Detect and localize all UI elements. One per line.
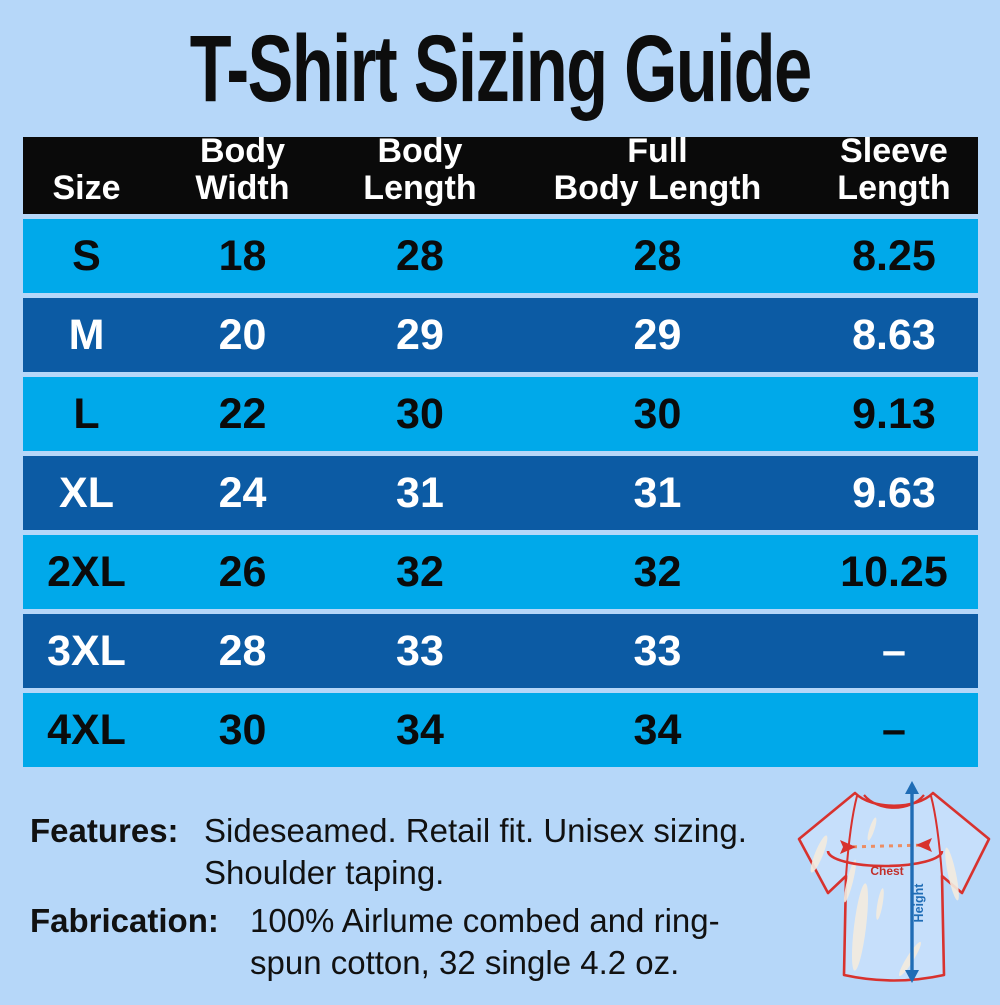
full-body-length-cell: 28 — [633, 231, 682, 280]
header-body-length-line1: Body — [377, 132, 463, 170]
body-length-cell: 32 — [396, 547, 444, 596]
full-body-length-cell: 34 — [633, 705, 682, 754]
table-row-l: L 22 30 30 9.13 — [23, 377, 978, 451]
tshirt-measurement-diagram: Chest Height — [792, 779, 998, 1000]
height-arrow-bottom — [905, 970, 919, 983]
header-body-width-line1: Body — [199, 132, 285, 170]
table-row-3xl: 3XL 28 33 33 – — [23, 614, 978, 688]
body-width-cell: 24 — [218, 468, 267, 517]
header-body-width-line2: Width — [195, 169, 290, 207]
features-label: Features: — [30, 812, 179, 849]
body-width-cell: 20 — [218, 310, 267, 359]
sleeve-length-cell: – — [882, 626, 906, 675]
page-title-wrap: T-Shirt Sizing Guide — [0, 16, 1000, 122]
sleeve-length-cell: 10.25 — [840, 547, 948, 596]
full-body-length-cell: 30 — [633, 389, 682, 438]
table-row-s: S 18 28 28 8.25 — [23, 219, 978, 293]
size-cell: 2XL — [47, 547, 126, 596]
body-length-cell: 30 — [396, 389, 444, 438]
header-sleeve-length-line2: Length — [837, 169, 951, 207]
size-cell: XL — [59, 468, 114, 517]
sleeve-seam-left — [845, 795, 858, 877]
page-title: T-Shirt Sizing Guide — [189, 16, 812, 122]
table-row-xl: XL 24 31 31 9.63 — [23, 456, 978, 530]
table-row-2xl: 2XL 26 32 32 10.25 — [23, 535, 978, 609]
size-cell: 3XL — [47, 626, 126, 675]
header-body-length: Body Length — [335, 133, 505, 214]
features-text: Sideseamed. Retail fit. Unisex sizing. S… — [204, 810, 747, 894]
header-full-body-length-line2: Body Length — [553, 169, 762, 207]
fabrication-line2: spun cotton, 32 single 4.2 oz. — [250, 944, 680, 981]
header-sleeve-length: Sleeve Length — [810, 133, 978, 214]
chest-arrow-left — [840, 840, 856, 854]
header-body-length-line2: Length — [363, 169, 477, 207]
features-line1: Sideseamed. Retail fit. Unisex sizing. — [204, 812, 747, 849]
features-line2: Shoulder taping. — [204, 854, 445, 891]
sleeve-seam-right — [930, 795, 943, 877]
header-size: Size — [23, 137, 150, 214]
body-length-cell: 29 — [396, 310, 444, 359]
sleeve-length-cell: 9.63 — [852, 468, 936, 517]
header-sleeve-length-line1: Sleeve — [840, 132, 948, 170]
size-cell: 4XL — [47, 705, 126, 754]
size-table: Size Body Width Body Length Full Body Le… — [23, 133, 978, 767]
chest-arc-solid — [826, 850, 944, 868]
chest-label: Chest — [870, 864, 903, 878]
full-body-length-cell: 32 — [633, 547, 682, 596]
body-length-cell: 28 — [396, 231, 444, 280]
fabrication-label: Fabrication: — [30, 902, 219, 939]
table-row-m: M 20 29 29 8.63 — [23, 298, 978, 372]
body-width-cell: 28 — [218, 626, 267, 675]
body-width-cell: 30 — [218, 705, 267, 754]
body-width-cell: 18 — [218, 231, 267, 280]
fabrication-text: 100% Airlume combed and ring- spun cotto… — [250, 900, 720, 984]
size-cell: S — [72, 231, 101, 280]
body-length-cell: 31 — [396, 468, 444, 517]
height-label: Height — [912, 883, 926, 923]
body-length-cell: 34 — [396, 705, 444, 754]
body-width-cell: 22 — [218, 389, 267, 438]
body-width-cell: 26 — [218, 547, 267, 596]
full-body-length-cell: 33 — [633, 626, 682, 675]
table-header-row: Size Body Width Body Length Full Body Le… — [23, 133, 978, 214]
chest-arrow-right — [916, 838, 932, 852]
fabric-highlights — [810, 817, 959, 977]
full-body-length-cell: 29 — [633, 310, 682, 359]
tshirt-outline — [797, 791, 991, 982]
full-body-length-cell: 31 — [633, 468, 682, 517]
header-full-body-length: Full Body Length — [505, 133, 810, 214]
sleeve-length-cell: 8.63 — [852, 310, 936, 359]
tshirt-diagram-svg: Chest Height — [797, 781, 991, 983]
height-arrow-top — [905, 781, 919, 794]
header-body-width: Body Width — [150, 133, 335, 214]
sleeve-length-cell: – — [882, 705, 906, 754]
sleeve-length-cell: 9.13 — [852, 389, 936, 438]
sleeve-length-cell: 8.25 — [852, 231, 936, 280]
size-cell: L — [73, 389, 100, 438]
header-full-body-length-line1: Full — [627, 132, 688, 170]
size-cell: M — [68, 310, 105, 359]
body-length-cell: 33 — [396, 626, 444, 675]
table-row-4xl: 4XL 30 34 34 – — [23, 693, 978, 767]
collar-line — [863, 794, 925, 809]
header-size-label: Size — [52, 169, 121, 207]
fabrication-line1: 100% Airlume combed and ring- — [250, 902, 720, 939]
